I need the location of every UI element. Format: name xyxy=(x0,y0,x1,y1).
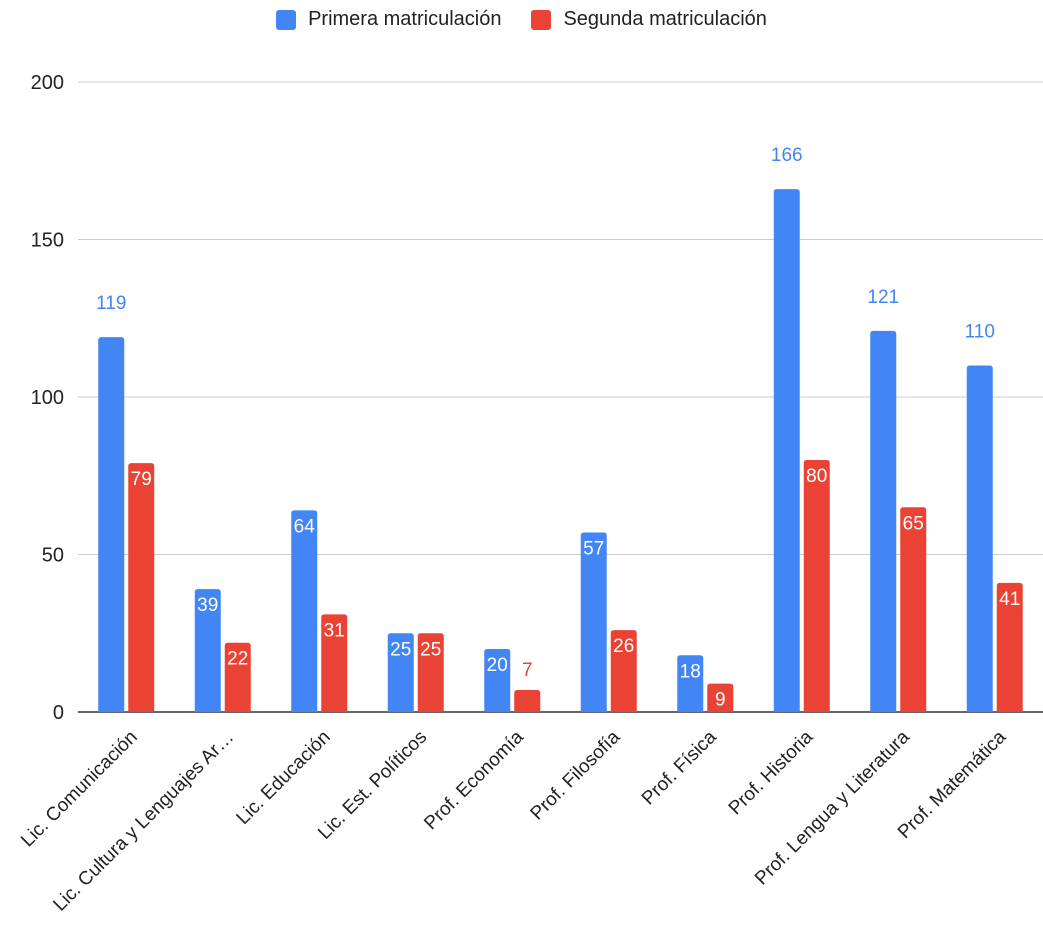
data-label: 31 xyxy=(324,620,345,641)
data-label: 57 xyxy=(583,538,604,559)
bar-primera xyxy=(387,633,414,712)
legend-item-primera[interactable]: Primera matriculación xyxy=(276,8,501,31)
data-label: 110 xyxy=(965,322,995,343)
bar-segunda xyxy=(707,683,734,712)
data-label: 26 xyxy=(613,636,634,657)
bar-segunda xyxy=(321,614,348,712)
bar-segunda xyxy=(900,507,927,712)
bar-primera xyxy=(966,365,993,712)
data-label: 18 xyxy=(680,661,701,682)
legend-label-primera: Primera matriculación xyxy=(308,8,502,30)
x-tick-label: Prof. Lengua y Literatura xyxy=(751,726,914,889)
data-label: 39 xyxy=(197,595,218,616)
data-label: 25 xyxy=(390,639,411,660)
x-tick-label: Lic. Cultura y Lenguajes Ar… xyxy=(49,727,238,916)
bar-segunda xyxy=(417,633,444,712)
data-label: 65 xyxy=(903,513,924,534)
data-label: 25 xyxy=(420,639,441,660)
bar-primera xyxy=(484,649,511,712)
y-tick-label: 150 xyxy=(31,230,64,252)
y-tick-label: 100 xyxy=(31,387,64,409)
y-tick-label: 0 xyxy=(53,702,64,724)
data-label: 7 xyxy=(522,660,533,681)
data-label: 166 xyxy=(771,145,803,166)
bar-primera xyxy=(291,510,318,712)
data-label: 80 xyxy=(806,466,827,487)
bar-segunda xyxy=(514,689,541,712)
bar-primera xyxy=(773,189,800,713)
x-tick-label: Lic. Educación xyxy=(233,727,335,829)
bar-segunda xyxy=(610,630,637,712)
y-tick-label: 50 xyxy=(42,545,64,567)
bar-primera xyxy=(580,532,607,712)
data-label: 64 xyxy=(294,516,316,537)
x-tick-label: Prof. Filosofía xyxy=(527,726,625,824)
data-label: 119 xyxy=(96,293,126,314)
bar-primera xyxy=(870,330,897,712)
x-tick-label: Prof. Física xyxy=(638,726,721,809)
legend-item-segunda[interactable]: Segunda matriculación xyxy=(531,8,767,31)
bar-primera xyxy=(98,337,125,712)
data-label: 22 xyxy=(227,649,248,670)
data-label: 20 xyxy=(487,655,508,676)
y-tick-label: 200 xyxy=(31,72,64,94)
data-label: 79 xyxy=(131,469,152,490)
bar-primera xyxy=(677,655,704,712)
chart-legend: Primera matriculación Segunda matriculac… xyxy=(0,8,1043,31)
data-label: 41 xyxy=(999,589,1020,610)
legend-swatch-segunda xyxy=(531,9,552,30)
bar-segunda xyxy=(128,463,155,712)
x-tick-label: Prof. Economía xyxy=(420,726,528,834)
bar-segunda xyxy=(224,642,251,712)
legend-label-segunda: Segunda matriculación xyxy=(563,8,767,30)
data-label: 121 xyxy=(867,287,899,308)
x-tick-label: Prof. Historia xyxy=(725,726,818,819)
legend-swatch-primera xyxy=(276,9,297,30)
bar-primera xyxy=(194,589,221,712)
bar-segunda xyxy=(996,582,1023,712)
bar-segunda xyxy=(803,460,830,712)
data-label: 9 xyxy=(715,690,726,711)
